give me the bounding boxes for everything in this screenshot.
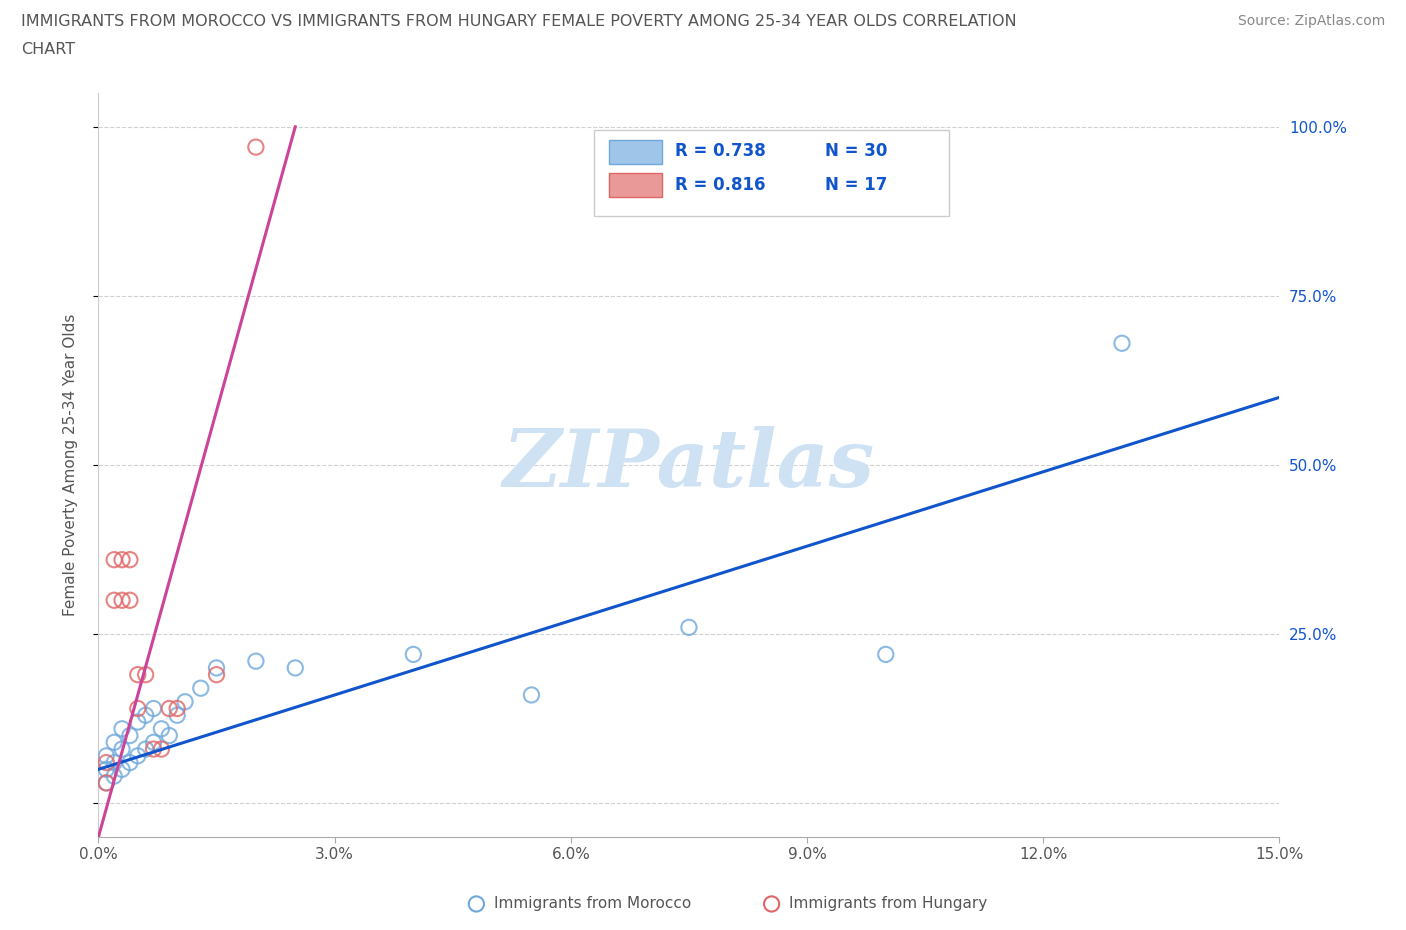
Point — [150, 722, 173, 737]
FancyBboxPatch shape — [609, 173, 662, 197]
Point — [118, 728, 141, 743]
Point — [402, 647, 425, 662]
Point — [127, 749, 149, 764]
Point — [103, 592, 125, 607]
Point — [118, 552, 141, 567]
Text: Source: ZipAtlas.com: Source: ZipAtlas.com — [1237, 14, 1385, 28]
Point — [111, 762, 134, 777]
Point — [111, 592, 134, 607]
Point — [135, 667, 157, 682]
Point — [103, 755, 125, 770]
Point — [103, 769, 125, 784]
FancyBboxPatch shape — [595, 130, 949, 216]
Text: CHART: CHART — [21, 42, 75, 57]
Point — [135, 708, 157, 723]
Point — [284, 660, 307, 675]
Point — [111, 741, 134, 756]
Y-axis label: Female Poverty Among 25-34 Year Olds: Female Poverty Among 25-34 Year Olds — [63, 313, 77, 617]
Point — [96, 749, 118, 764]
Point — [245, 654, 267, 669]
Point — [174, 695, 197, 710]
Point — [118, 592, 141, 607]
Point — [127, 667, 149, 682]
Point — [157, 701, 180, 716]
Point — [520, 687, 543, 702]
Text: ZIPatlas: ZIPatlas — [503, 426, 875, 504]
Text: R = 0.738: R = 0.738 — [675, 142, 765, 160]
Point — [205, 660, 228, 675]
Text: Immigrants from Morocco: Immigrants from Morocco — [494, 897, 692, 911]
Point — [1111, 336, 1133, 351]
Point — [150, 741, 173, 756]
Point — [96, 762, 118, 777]
Point — [96, 755, 118, 770]
Text: R = 0.816: R = 0.816 — [675, 176, 765, 193]
FancyBboxPatch shape — [609, 140, 662, 164]
Point — [875, 647, 897, 662]
Point — [142, 701, 165, 716]
Point — [205, 667, 228, 682]
Point — [118, 755, 141, 770]
Point — [166, 708, 188, 723]
Point — [190, 681, 212, 696]
Point — [111, 722, 134, 737]
Point — [245, 140, 267, 154]
Point — [678, 620, 700, 635]
Point — [166, 701, 188, 716]
Text: N = 30: N = 30 — [825, 142, 887, 160]
Point — [96, 776, 118, 790]
Point — [142, 741, 165, 756]
Text: IMMIGRANTS FROM MOROCCO VS IMMIGRANTS FROM HUNGARY FEMALE POVERTY AMONG 25-34 YE: IMMIGRANTS FROM MOROCCO VS IMMIGRANTS FR… — [21, 14, 1017, 29]
Point — [127, 714, 149, 729]
Point — [135, 741, 157, 756]
Point — [111, 552, 134, 567]
Point — [157, 728, 180, 743]
Point — [142, 735, 165, 750]
Point — [127, 701, 149, 716]
Text: N = 17: N = 17 — [825, 176, 887, 193]
Point — [103, 735, 125, 750]
Point — [103, 552, 125, 567]
Text: Immigrants from Hungary: Immigrants from Hungary — [789, 897, 987, 911]
Point — [96, 776, 118, 790]
